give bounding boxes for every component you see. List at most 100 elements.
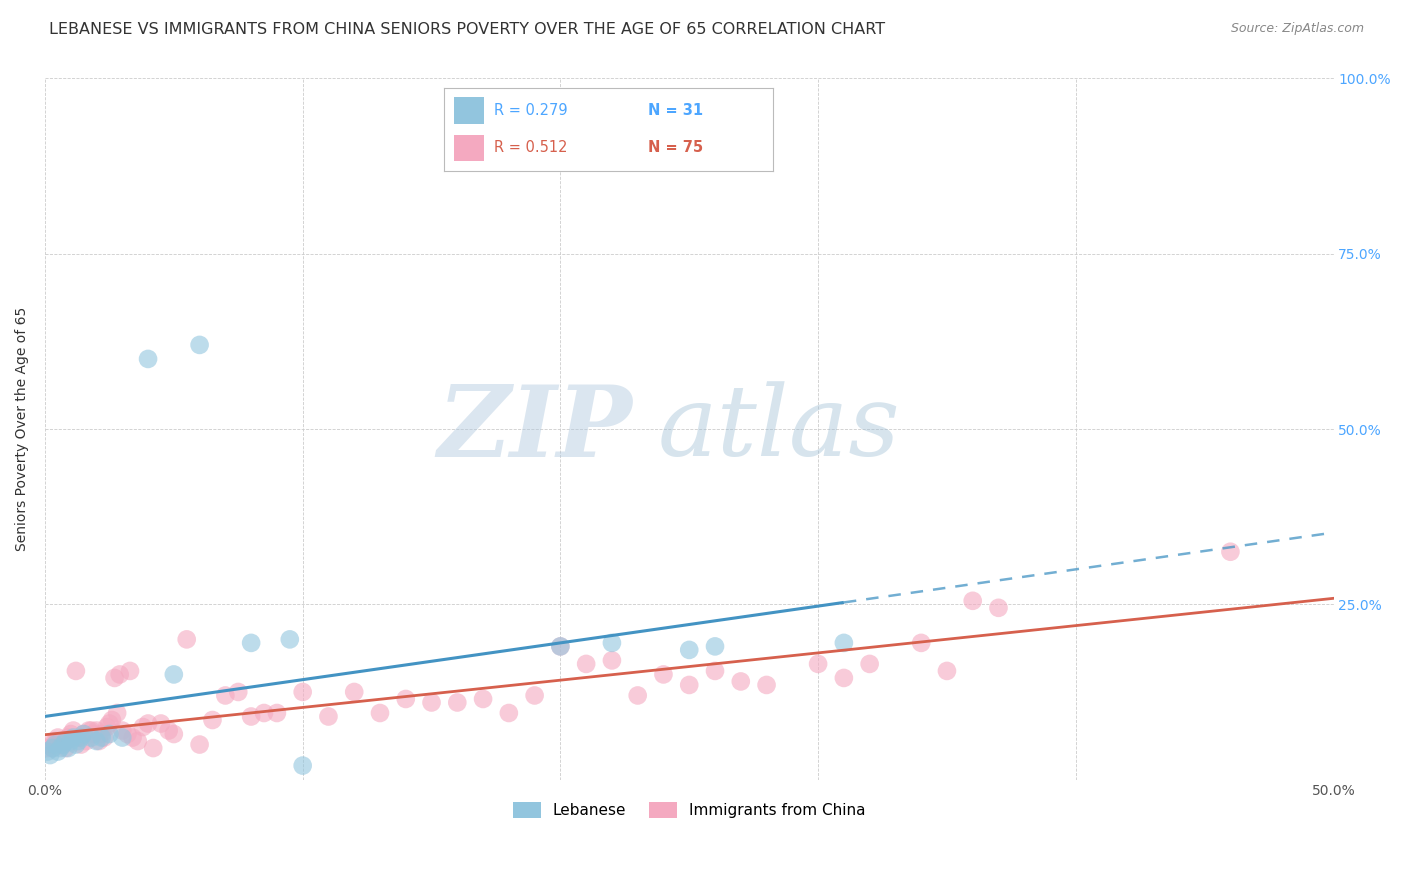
Point: [832, 636, 855, 650]
Point: [214, 689, 236, 703]
Point: [70, 731, 93, 745]
Point: [121, 731, 143, 745]
Point: [59, 727, 82, 741]
Point: [56, 741, 79, 756]
Point: [226, 685, 249, 699]
Point: [730, 674, 752, 689]
Point: [90, 727, 112, 741]
Point: [96, 720, 118, 734]
Point: [188, 338, 211, 352]
Point: [75, 734, 97, 748]
Point: [98, 716, 121, 731]
Point: [472, 692, 495, 706]
Point: [395, 692, 418, 706]
Point: [37, 741, 59, 756]
Point: [575, 657, 598, 671]
Point: [343, 685, 366, 699]
Point: [70, 738, 93, 752]
Point: [1219, 545, 1241, 559]
Point: [52, 738, 75, 752]
Point: [807, 657, 830, 671]
Point: [832, 671, 855, 685]
Point: [201, 713, 224, 727]
Point: [80, 723, 103, 738]
Legend: Lebanese, Immigrants from China: Lebanese, Immigrants from China: [508, 797, 872, 824]
Point: [86, 723, 108, 738]
Point: [52, 738, 75, 752]
Point: [188, 738, 211, 752]
Point: [90, 731, 112, 745]
Point: [291, 758, 314, 772]
Point: [368, 706, 391, 720]
Point: [550, 640, 572, 654]
Point: [163, 727, 186, 741]
Point: [498, 706, 520, 720]
Point: [962, 594, 984, 608]
Point: [859, 657, 882, 671]
Point: [253, 706, 276, 720]
Point: [136, 716, 159, 731]
Point: [72, 727, 94, 741]
Point: [46, 731, 69, 745]
Point: [83, 727, 105, 741]
Point: [627, 689, 650, 703]
Point: [318, 709, 340, 723]
Point: [62, 731, 84, 745]
Point: [600, 653, 623, 667]
Point: [80, 731, 103, 745]
Point: [910, 636, 932, 650]
Y-axis label: Seniors Poverty Over the Age of 65: Seniors Poverty Over the Age of 65: [15, 307, 30, 551]
Point: [41, 741, 63, 756]
Point: [142, 741, 165, 756]
Point: [132, 720, 155, 734]
Point: [420, 696, 443, 710]
Point: [65, 738, 87, 752]
Point: [176, 632, 198, 647]
Point: [523, 689, 546, 703]
Point: [987, 600, 1010, 615]
Point: [108, 667, 131, 681]
Point: [704, 664, 727, 678]
Point: [652, 667, 675, 681]
Point: [117, 727, 139, 741]
Point: [240, 709, 263, 723]
Text: ZIP: ZIP: [437, 381, 633, 477]
Point: [127, 734, 149, 748]
Point: [755, 678, 778, 692]
Text: atlas: atlas: [658, 382, 901, 476]
Point: [118, 664, 141, 678]
Text: LEBANESE VS IMMIGRANTS FROM CHINA SENIORS POVERTY OVER THE AGE OF 65 CORRELATION: LEBANESE VS IMMIGRANTS FROM CHINA SENIOR…: [49, 22, 886, 37]
Point: [56, 731, 79, 745]
Point: [936, 664, 959, 678]
Point: [67, 731, 90, 745]
Point: [41, 741, 63, 756]
Point: [704, 640, 727, 654]
Point: [266, 706, 288, 720]
Point: [55, 734, 77, 748]
Point: [67, 734, 90, 748]
Point: [62, 723, 84, 738]
Point: [149, 716, 172, 731]
Point: [550, 640, 572, 654]
Point: [87, 734, 110, 748]
Point: [98, 727, 121, 741]
Point: [44, 738, 66, 752]
Point: [111, 723, 134, 738]
Point: [46, 745, 69, 759]
Point: [86, 734, 108, 748]
Point: [101, 713, 124, 727]
Point: [39, 747, 62, 762]
Text: Source: ZipAtlas.com: Source: ZipAtlas.com: [1230, 22, 1364, 36]
Point: [240, 636, 263, 650]
Point: [49, 734, 72, 748]
Point: [163, 667, 186, 681]
Point: [49, 741, 72, 756]
Point: [72, 727, 94, 741]
Point: [93, 731, 115, 745]
Point: [600, 636, 623, 650]
Point: [111, 731, 134, 745]
Point: [678, 678, 700, 692]
Point: [77, 723, 100, 738]
Point: [291, 685, 314, 699]
Point: [105, 706, 128, 720]
